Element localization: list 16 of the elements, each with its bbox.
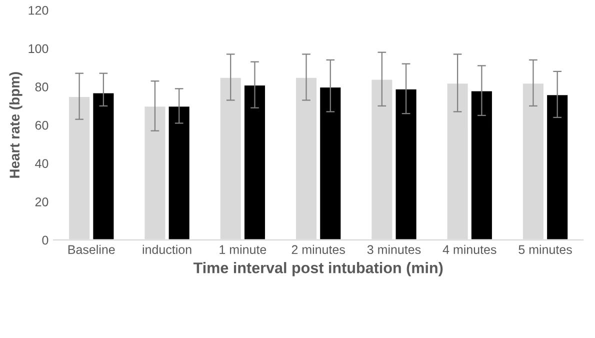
y-tick-label: 80 xyxy=(35,82,48,92)
x-tick-label: 5 minutes xyxy=(518,244,572,254)
y-tick-label: 60 xyxy=(35,120,48,130)
y-tick-label: 120 xyxy=(28,6,48,15)
y-tick-label: 0 xyxy=(42,236,48,245)
x-tick-label: 1 minute xyxy=(220,244,266,254)
x-tick-label: 2 minutes xyxy=(292,244,345,254)
y-axis-title: Heart rate (bpm) xyxy=(9,72,22,178)
x-tick-label: 3 minutes xyxy=(367,244,421,254)
x-tick-label: Baseline xyxy=(68,244,115,254)
x-tick-label: 4 minutes xyxy=(442,244,496,254)
x-axis-title: Time interval post intubation (min) xyxy=(193,262,443,276)
y-tick-label: 100 xyxy=(28,44,48,54)
y-tick-label: 40 xyxy=(35,159,48,168)
y-tick-label: 20 xyxy=(35,197,48,206)
x-tick-label: induction xyxy=(142,244,192,254)
